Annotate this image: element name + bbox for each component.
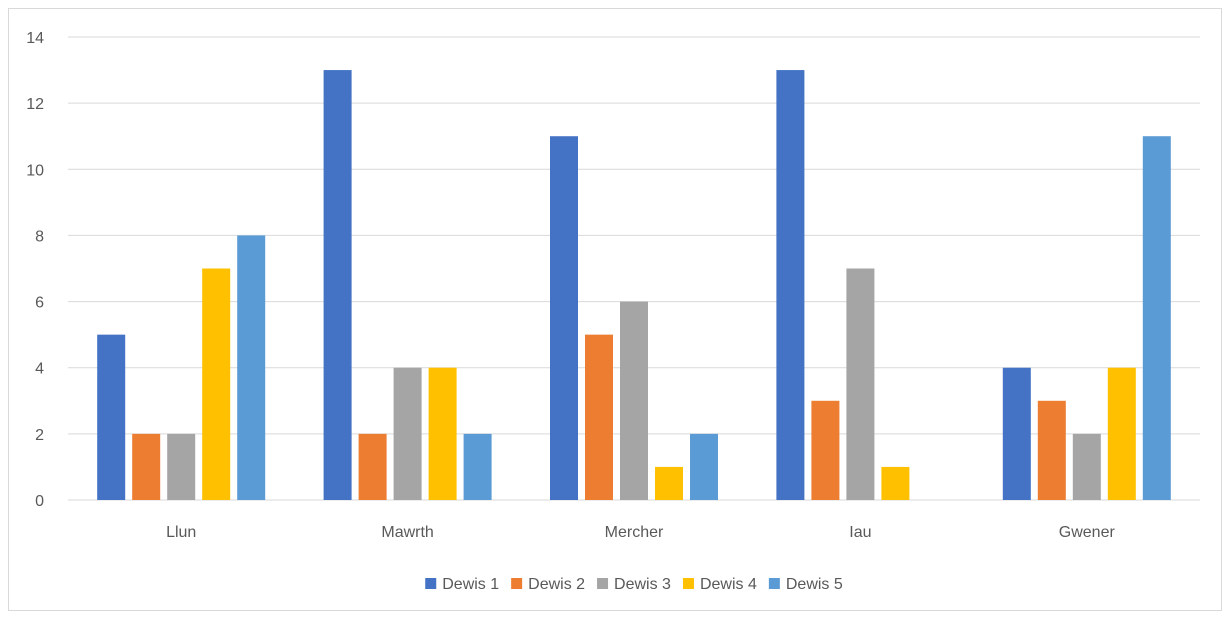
bar [202, 268, 231, 500]
bar [323, 70, 352, 501]
bar [428, 367, 457, 500]
y-tick-label: 8 [35, 228, 44, 245]
bar [655, 466, 683, 500]
bar [132, 433, 161, 500]
legend-item: Dewis 2 [511, 576, 585, 593]
bar [1142, 136, 1171, 500]
legend: Dewis 1 Dewis 2 Dewis 3 Dewis 4 Dewis 5 [425, 576, 843, 593]
bar [550, 136, 578, 500]
legend-label: Dewis 3 [614, 576, 671, 593]
bar [881, 466, 910, 500]
bar [690, 433, 718, 500]
x-tick-label: Mercher [605, 524, 664, 541]
x-tick-label: Gwener [1059, 524, 1116, 541]
bar [1037, 400, 1066, 500]
x-tick-label: Llun [166, 524, 196, 541]
y-tick-label: 6 [35, 295, 44, 312]
legend-label: Dewis 2 [528, 576, 585, 593]
bar [1107, 367, 1136, 500]
y-tick-label: 12 [26, 96, 44, 113]
y-axis-ticks: 0 2 4 6 8 10 12 14 [26, 30, 44, 510]
bar [358, 433, 387, 500]
y-tick-label: 4 [35, 361, 44, 378]
bar [167, 433, 196, 500]
bar [776, 70, 805, 501]
bars [97, 70, 1171, 501]
legend-swatch [597, 578, 609, 589]
bar [393, 367, 422, 500]
bar [620, 301, 648, 500]
legend-label: Dewis 5 [786, 576, 843, 593]
y-tick-label: 2 [35, 427, 44, 444]
bar [237, 235, 266, 500]
legend-swatch [768, 578, 780, 589]
bar [585, 334, 613, 500]
bar [846, 268, 875, 500]
bar [97, 334, 126, 500]
bar [1072, 433, 1101, 500]
y-tick-label: 14 [26, 30, 44, 47]
legend-item: Dewis 4 [682, 576, 757, 593]
x-axis-ticks: Llun Mawrth Mercher Iau Gwener [166, 524, 1115, 541]
bar [811, 400, 840, 500]
x-tick-label: Iau [849, 524, 871, 541]
bar [1002, 367, 1031, 500]
legend-swatch [425, 578, 437, 589]
bar [463, 433, 492, 500]
y-tick-label: 0 [35, 493, 44, 510]
legend-swatch [511, 578, 523, 589]
legend-label: Dewis 4 [700, 576, 757, 593]
legend-label: Dewis 1 [442, 576, 499, 593]
legend-item: Dewis 3 [597, 576, 671, 593]
x-tick-label: Mawrth [381, 524, 433, 541]
legend-item: Dewis 1 [425, 576, 499, 593]
legend-swatch [682, 578, 694, 589]
y-tick-label: 10 [26, 162, 44, 179]
legend-item: Dewis 5 [768, 576, 843, 593]
